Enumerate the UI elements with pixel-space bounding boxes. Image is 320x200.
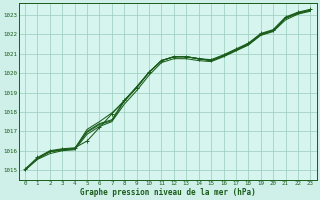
X-axis label: Graphe pression niveau de la mer (hPa): Graphe pression niveau de la mer (hPa) — [80, 188, 256, 197]
